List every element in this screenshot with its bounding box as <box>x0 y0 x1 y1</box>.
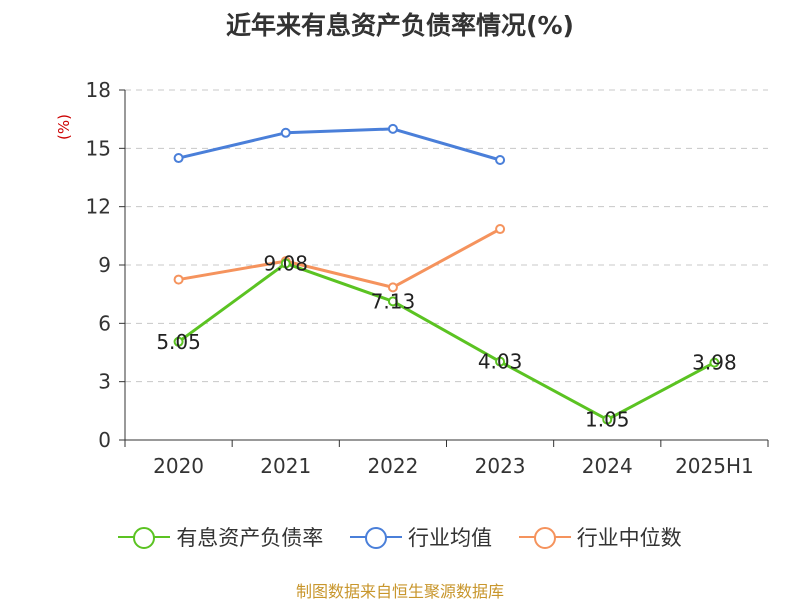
data-point <box>280 127 291 138</box>
data-point <box>280 258 291 269</box>
y-tick-label: 18 <box>86 78 111 102</box>
x-tick-label: 2022 <box>367 454 418 478</box>
legend-swatch-industry-mean <box>350 524 402 550</box>
legend: 有息资产负债率 行业均值 行业中位数 <box>0 522 800 555</box>
x-tick-label: 2020 <box>153 454 204 478</box>
legend-item-ratio[interactable]: 有息资产负债率 <box>118 522 323 552</box>
data-point <box>495 155 506 165</box>
x-tick-label: 2021 <box>260 454 311 478</box>
data-label: 1.05 <box>585 408 630 432</box>
data-point <box>173 336 184 347</box>
axes: 0 3 6 9 12 15 18 2020 2021 2022 2023 2024 2025H1 <box>86 78 769 478</box>
data-point <box>173 153 184 164</box>
y-tick-label: 12 <box>86 195 111 219</box>
legend-item-industry-mean[interactable]: 行业均值 <box>350 522 492 552</box>
legend-item-industry-median[interactable]: 行业中位数 <box>518 522 682 552</box>
series-lines <box>173 123 720 425</box>
data-label: 3.98 <box>692 351 737 375</box>
grid-lines <box>125 89 768 383</box>
data-point <box>709 357 720 368</box>
x-tick-label: 2023 <box>475 454 526 478</box>
legend-label: 有息资产负债率 <box>176 526 324 550</box>
legend-label: 行业中位数 <box>576 526 682 550</box>
data-label: 5.05 <box>156 330 201 354</box>
y-unit-label: (%) <box>55 114 73 140</box>
series-line <box>178 227 501 289</box>
series-line <box>177 261 716 422</box>
y-tick-label: 0 <box>98 428 111 452</box>
series-line <box>178 127 501 162</box>
data-label: 9.08 <box>263 251 308 275</box>
data-point <box>387 282 398 293</box>
legend-swatch-industry-median <box>518 524 571 550</box>
y-tick-label: 6 <box>98 311 111 335</box>
data-point <box>173 274 184 285</box>
chart-title: 近年来有息资产负债率情况(%) <box>226 11 574 40</box>
y-tick-label: 3 <box>98 370 111 394</box>
data-point <box>495 224 506 235</box>
legend-label: 行业均值 <box>408 526 492 550</box>
data-labels: 5.05 9.08 7.13 4.03 1.05 3.98 <box>156 251 736 431</box>
data-point <box>387 296 398 307</box>
source-note: 制图数据来自恒生聚源数据库 <box>295 582 504 601</box>
x-tick-label: 2024 <box>582 454 633 478</box>
data-point <box>495 356 506 367</box>
x-tick-label: 2025H1 <box>675 454 754 478</box>
y-tick-label: 9 <box>98 253 111 277</box>
data-point <box>602 414 613 425</box>
data-point <box>387 123 398 134</box>
y-tick-label: 15 <box>86 136 111 160</box>
data-label: 4.03 <box>478 350 523 374</box>
legend-swatch-ratio <box>118 524 171 550</box>
data-label: 7.13 <box>371 289 416 313</box>
